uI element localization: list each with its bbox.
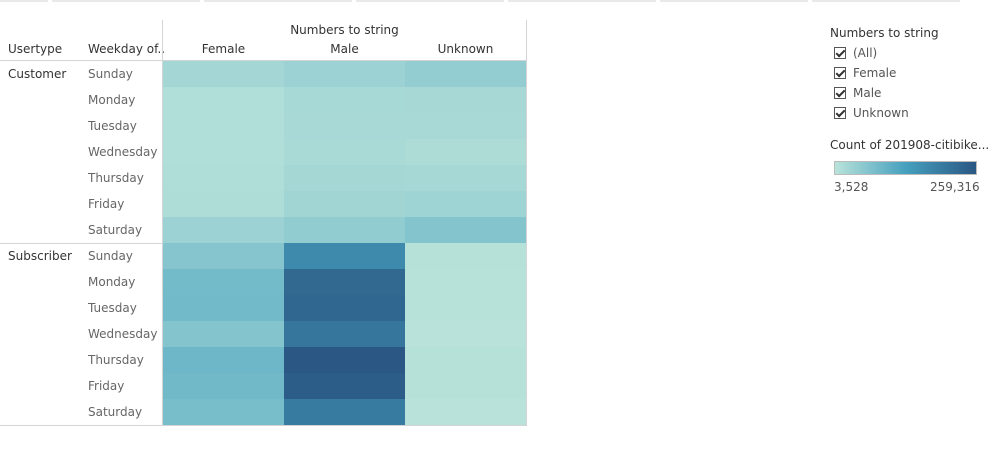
weekday-label: Thursday (88, 353, 144, 367)
heatmap-cell[interactable] (163, 373, 284, 399)
weekday-label: Friday (88, 197, 125, 211)
filter-item-all[interactable]: (All) (834, 45, 877, 61)
heatmap-cell[interactable] (284, 347, 405, 373)
heatmap-cell[interactable] (284, 61, 405, 87)
heatmap-cell[interactable] (284, 113, 405, 139)
weekday-label: Monday (88, 275, 136, 289)
heatmap-cell[interactable] (163, 61, 284, 87)
heatmap-cell[interactable] (405, 347, 526, 373)
heatmap-cell[interactable] (163, 87, 284, 113)
heatmap-cell[interactable] (163, 321, 284, 347)
heatmap-cell[interactable] (163, 269, 284, 295)
chart-title: Numbers to string (290, 23, 399, 37)
filter-item-label: Male (853, 86, 882, 100)
filter-item-label: Female (853, 66, 897, 80)
heatmap-cell[interactable] (163, 347, 284, 373)
heatmap-cell[interactable] (163, 165, 284, 191)
usertype-label: Subscriber (8, 249, 72, 263)
weekday-label: Wednesday (88, 327, 158, 341)
weekday-label: Wednesday (88, 145, 158, 159)
grid-line-left (162, 20, 163, 425)
heatmap-cell[interactable] (163, 113, 284, 139)
weekday-label: Friday (88, 379, 125, 393)
heatmap-cell[interactable] (284, 321, 405, 347)
heatmap-cell[interactable] (163, 191, 284, 217)
weekday-label: Tuesday (88, 301, 137, 315)
color-gradient-bar (834, 161, 977, 175)
column-header-male: Male (330, 42, 359, 56)
heatmap-cell[interactable] (163, 243, 284, 269)
row-header-weekday: Weekday of.. (88, 42, 166, 56)
heatmap-cell[interactable] (405, 165, 526, 191)
heatmap-cell[interactable] (284, 191, 405, 217)
heatmap-cell[interactable] (405, 87, 526, 113)
weekday-label: Sunday (88, 67, 133, 81)
column-header-unknown: Unknown (437, 42, 494, 56)
grid-line-right (526, 20, 527, 425)
heatmap-cell[interactable] (405, 113, 526, 139)
weekday-label: Tuesday (88, 119, 137, 133)
heatmap-cell[interactable] (405, 191, 526, 217)
filter-title: Numbers to string (830, 26, 939, 40)
heatmap-cell[interactable] (163, 399, 284, 425)
header-divider (0, 60, 526, 61)
column-header-female: Female (201, 42, 246, 56)
checkbox-checked-icon[interactable] (834, 107, 846, 119)
filter-item-unknown[interactable]: Unknown (834, 105, 909, 121)
filter-item-male[interactable]: Male (834, 85, 881, 101)
heatmap-cell[interactable] (405, 139, 526, 165)
heatmap-cell[interactable] (405, 243, 526, 269)
checkbox-checked-icon[interactable] (834, 47, 846, 59)
color-legend-title: Count of 201908-citibike... (830, 138, 990, 152)
color-max-label: 259,316 (930, 180, 980, 194)
weekday-label: Saturday (88, 223, 143, 237)
heatmap-cell[interactable] (405, 373, 526, 399)
heatmap-cell[interactable] (284, 295, 405, 321)
heatmap-cell[interactable] (405, 295, 526, 321)
filter-item-label: (All) (853, 46, 878, 60)
heatmap-cell[interactable] (284, 243, 405, 269)
heatmap-cell[interactable] (284, 399, 405, 425)
heatmap-cell[interactable] (405, 321, 526, 347)
heatmap-cell[interactable] (163, 295, 284, 321)
heatmap-cell[interactable] (163, 139, 284, 165)
heatmap-cell[interactable] (405, 269, 526, 295)
heatmap-cell[interactable] (284, 87, 405, 113)
filter-item-label: Unknown (853, 106, 909, 120)
heatmap-cell[interactable] (284, 165, 405, 191)
top-tab-strip (0, 0, 998, 3)
heatmap-cell[interactable] (284, 373, 405, 399)
heatmap-cell[interactable] (284, 269, 405, 295)
usertype-label: Customer (8, 67, 67, 81)
grid-line-bottom (0, 425, 527, 426)
checkbox-checked-icon[interactable] (834, 87, 846, 99)
checkbox-checked-icon[interactable] (834, 67, 846, 79)
heatmap-cell[interactable] (405, 399, 526, 425)
weekday-label: Sunday (88, 249, 133, 263)
weekday-label: Thursday (88, 171, 144, 185)
heatmap-cell[interactable] (284, 217, 405, 243)
color-min-label: 3,528 (834, 180, 869, 194)
heatmap-cell[interactable] (284, 139, 405, 165)
heatmap-cell[interactable] (405, 61, 526, 87)
row-header-usertype: Usertype (8, 42, 63, 56)
filter-item-female[interactable]: Female (834, 65, 896, 81)
heatmap-cell[interactable] (163, 217, 284, 243)
weekday-label: Monday (88, 93, 136, 107)
weekday-label: Saturday (88, 405, 143, 419)
heatmap-cell[interactable] (405, 217, 526, 243)
